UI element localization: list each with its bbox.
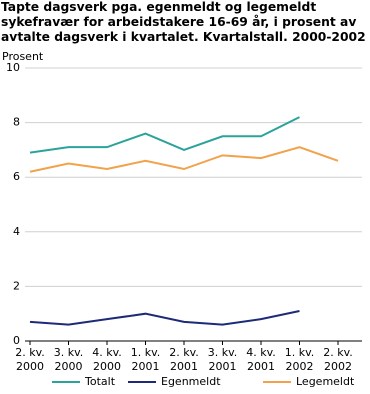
x-tick-label: 3. kv. 2000 bbox=[53, 346, 84, 373]
x-tick-label: 2. kv. 2000 bbox=[15, 346, 45, 373]
legend-label: Legemeldt bbox=[296, 375, 355, 388]
y-tick-label: 6 bbox=[13, 170, 20, 183]
x-tick-label: 2. kv. 2001 bbox=[169, 346, 199, 373]
y-tick-label: 4 bbox=[13, 225, 20, 238]
line bbox=[29, 309, 300, 326]
legend-label: Egenmeldt bbox=[161, 375, 221, 388]
x-tick-label: 3. kv. 2001 bbox=[207, 346, 238, 373]
legend-label: Totalt bbox=[84, 375, 116, 388]
y-tick-label: 0 bbox=[13, 334, 20, 347]
y-tick-label: 10 bbox=[6, 61, 20, 74]
x-tick-label: 4. kv. 2001 bbox=[246, 346, 276, 373]
line bbox=[29, 146, 339, 173]
line bbox=[29, 116, 300, 154]
y-axis-label: Prosent bbox=[2, 50, 44, 63]
chart-title: Tapte dagsverk pga. egenmeldt og legemel… bbox=[1, 0, 366, 44]
x-tick-label: 1. kv. 2001 bbox=[130, 346, 161, 373]
x-tick-label: 2. kv. 2002 bbox=[323, 346, 353, 373]
x-tick-label: 1. kv. 2002 bbox=[284, 346, 315, 373]
y-tick-label: 2 bbox=[13, 279, 20, 292]
x-tick-label: 4. kv. 2000 bbox=[92, 346, 122, 373]
y-tick-label: 8 bbox=[13, 116, 20, 129]
